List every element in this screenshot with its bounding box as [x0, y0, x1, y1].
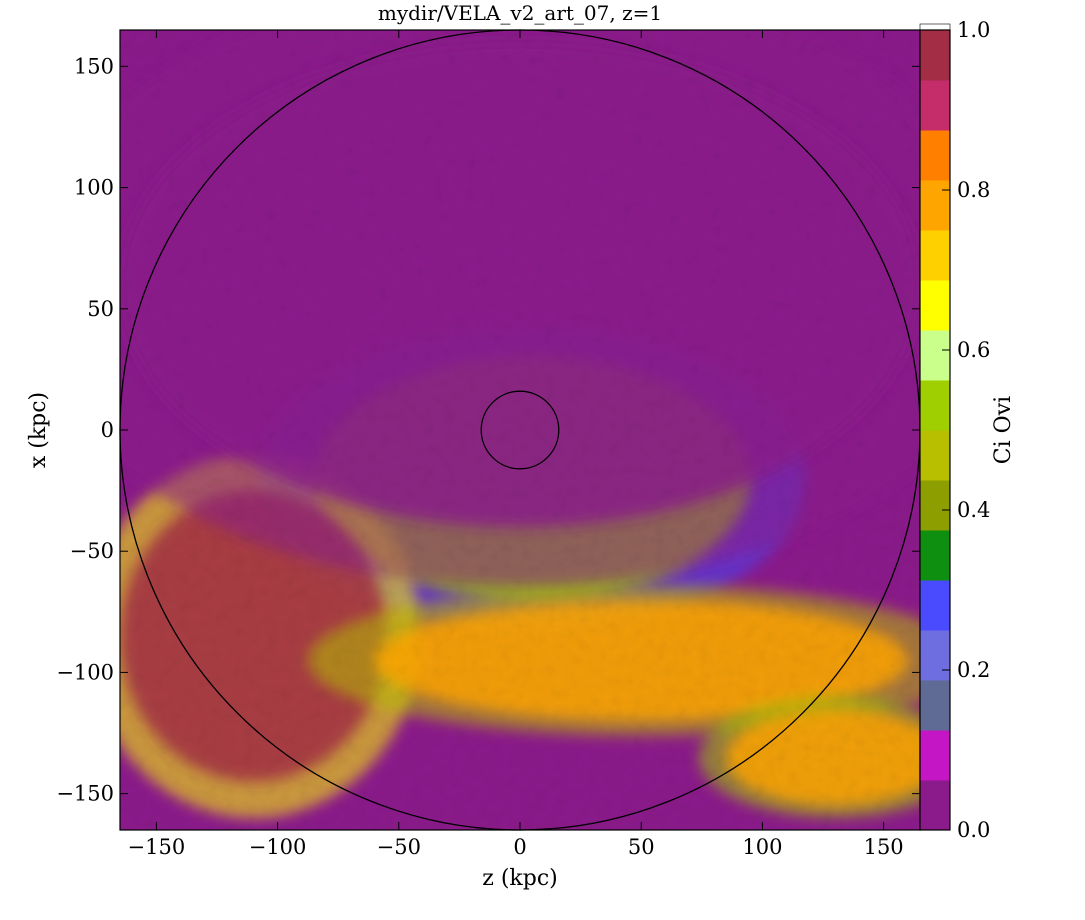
- colorbar-swatch-over: [919, 23, 951, 31]
- colorbar-swatch: [920, 280, 950, 331]
- y-axis-label: x (kpc): [26, 392, 51, 468]
- overlay-circle: [480, 390, 560, 470]
- y-axis: −150 −100 −50 0 50 100 150: [56, 54, 920, 806]
- chart-title: mydir/VELA_v2_art_07, z=1: [378, 1, 662, 25]
- x-tick-label: 0: [513, 835, 526, 859]
- colorbar-tick-label: 0.0: [957, 818, 990, 842]
- y-tick-label: 50: [87, 297, 114, 321]
- x-tick-label: 50: [628, 835, 655, 859]
- colorbar-swatch: [920, 530, 950, 581]
- colorbar-tick-label: 1.0: [957, 18, 990, 42]
- colorbar-swatch: [920, 730, 950, 781]
- colorbar-swatch: [920, 680, 950, 731]
- colorbar-tick-label: 0.2: [957, 658, 990, 682]
- x-axis: −150 −100 −50 0 50 100 150: [128, 30, 904, 859]
- colorbar-swatch: [920, 630, 950, 681]
- y-tick-label: −150: [56, 782, 114, 806]
- colorbar-swatch: [920, 230, 950, 281]
- x-tick-label: −150: [128, 835, 186, 859]
- heatmap-texture: [120, 30, 920, 830]
- y-tick-label: 100: [74, 176, 114, 200]
- colorbar-swatch: [920, 480, 950, 531]
- y-tick-label: −50: [70, 539, 114, 563]
- colorbar-swatch: [920, 130, 950, 181]
- colorbar-tick-label: 0.8: [957, 178, 990, 202]
- colorbar-swatch: [920, 380, 950, 431]
- y-tick-label: 0: [101, 418, 114, 442]
- y-tick-label: 150: [74, 54, 114, 78]
- colorbar-frame: [919, 29, 951, 831]
- colorbar-swatch: [920, 430, 950, 481]
- colorbar-tick-label: 0.6: [957, 338, 990, 362]
- y-tick-label: −100: [56, 660, 114, 684]
- x-tick-label: −50: [377, 835, 421, 859]
- colorbar-swatch: [920, 30, 950, 81]
- colorbar-tick-label: 0.4: [957, 498, 990, 522]
- x-axis-label: z (kpc): [482, 866, 558, 891]
- colorbar-swatch: [920, 330, 950, 381]
- x-tick-label: 100: [742, 835, 782, 859]
- colorbar-label: Ci Ovi: [991, 396, 1016, 464]
- x-tick-label: 150: [864, 835, 904, 859]
- colorbar-swatch: [920, 780, 950, 831]
- colorbar: 0.0 0.2 0.4 0.6 0.8 1.0: [919, 18, 990, 842]
- colorbar-swatch: [920, 80, 950, 131]
- colorbar-swatch: [920, 180, 950, 231]
- x-tick-label: −100: [249, 835, 307, 859]
- heatmap-area: [120, 30, 920, 830]
- colorbar-swatch: [920, 580, 950, 631]
